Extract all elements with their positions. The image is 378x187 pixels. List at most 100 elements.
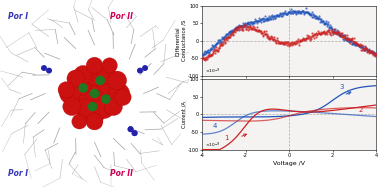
- Circle shape: [96, 65, 116, 85]
- Point: [329, 30, 335, 33]
- Point: [370, 50, 376, 53]
- Point: [318, 19, 324, 22]
- Point: [323, 30, 329, 33]
- Point: [297, 11, 303, 14]
- Point: [362, 46, 368, 49]
- Point: [204, 50, 211, 53]
- Point: [220, 43, 226, 46]
- Point: [254, 28, 260, 31]
- Point: [351, 36, 357, 39]
- Point: [293, 11, 299, 14]
- Point: [240, 23, 246, 26]
- Point: [337, 33, 343, 36]
- Point: [211, 48, 217, 51]
- Point: [237, 24, 243, 27]
- Point: [302, 10, 308, 13]
- Point: [221, 38, 227, 41]
- Point: [351, 40, 357, 43]
- Point: [319, 32, 325, 35]
- Point: [321, 30, 327, 33]
- Point: [249, 22, 255, 25]
- Point: [302, 38, 308, 41]
- Point: [341, 36, 347, 39]
- Point: [205, 49, 211, 52]
- Point: [218, 44, 225, 47]
- Point: [321, 21, 327, 24]
- Point: [298, 40, 304, 43]
- Point: [342, 35, 348, 38]
- Point: [290, 10, 296, 13]
- Point: [290, 44, 296, 47]
- Point: [335, 29, 341, 32]
- Point: [243, 22, 249, 25]
- Point: [266, 38, 273, 41]
- Point: [359, 48, 365, 51]
- Point: [235, 26, 242, 29]
- Point: [328, 25, 334, 28]
- Point: [212, 51, 218, 54]
- Point: [273, 14, 279, 17]
- Point: [368, 49, 374, 52]
- Point: [319, 31, 325, 34]
- Point: [277, 42, 284, 45]
- Point: [282, 43, 288, 46]
- Circle shape: [93, 88, 119, 114]
- Point: [322, 32, 328, 35]
- Point: [314, 33, 320, 36]
- Point: [345, 39, 351, 42]
- Point: [293, 39, 299, 42]
- Circle shape: [71, 85, 95, 109]
- Point: [279, 12, 285, 15]
- Point: [263, 29, 269, 32]
- Point: [199, 53, 205, 56]
- Point: [234, 26, 240, 29]
- Point: [315, 29, 321, 32]
- Point: [307, 13, 313, 16]
- Point: [265, 36, 271, 39]
- Point: [287, 44, 293, 47]
- Point: [348, 39, 354, 42]
- Point: [260, 30, 266, 33]
- Point: [309, 10, 315, 13]
- Point: [361, 48, 367, 51]
- Point: [235, 26, 241, 29]
- Point: [373, 52, 378, 55]
- Point: [244, 22, 250, 25]
- Point: [311, 15, 317, 18]
- Circle shape: [58, 82, 74, 98]
- Point: [348, 40, 354, 43]
- Point: [223, 36, 229, 39]
- Point: [234, 27, 240, 30]
- Point: [279, 41, 285, 44]
- Point: [284, 41, 290, 44]
- Point: [332, 27, 338, 30]
- Point: [298, 39, 304, 42]
- Point: [281, 40, 287, 43]
- Point: [237, 28, 243, 31]
- Point: [367, 50, 373, 53]
- Point: [331, 29, 337, 32]
- Point: [226, 33, 232, 36]
- Point: [199, 57, 205, 60]
- Point: [334, 33, 340, 36]
- Point: [229, 31, 235, 34]
- Point: [253, 29, 259, 32]
- Point: [221, 38, 227, 41]
- Point: [206, 51, 212, 54]
- Circle shape: [102, 58, 117, 73]
- Point: [292, 41, 298, 44]
- Point: [213, 43, 219, 46]
- Point: [356, 45, 362, 48]
- Point: [329, 27, 335, 30]
- Point: [287, 9, 293, 12]
- Point: [242, 25, 248, 28]
- Point: [215, 39, 221, 42]
- Point: [368, 50, 374, 53]
- Point: [225, 36, 231, 39]
- X-axis label: Voltage /V: Voltage /V: [273, 161, 305, 166]
- Point: [242, 24, 248, 27]
- Point: [305, 36, 311, 39]
- Point: [334, 29, 340, 32]
- Point: [205, 56, 211, 59]
- Point: [359, 45, 365, 48]
